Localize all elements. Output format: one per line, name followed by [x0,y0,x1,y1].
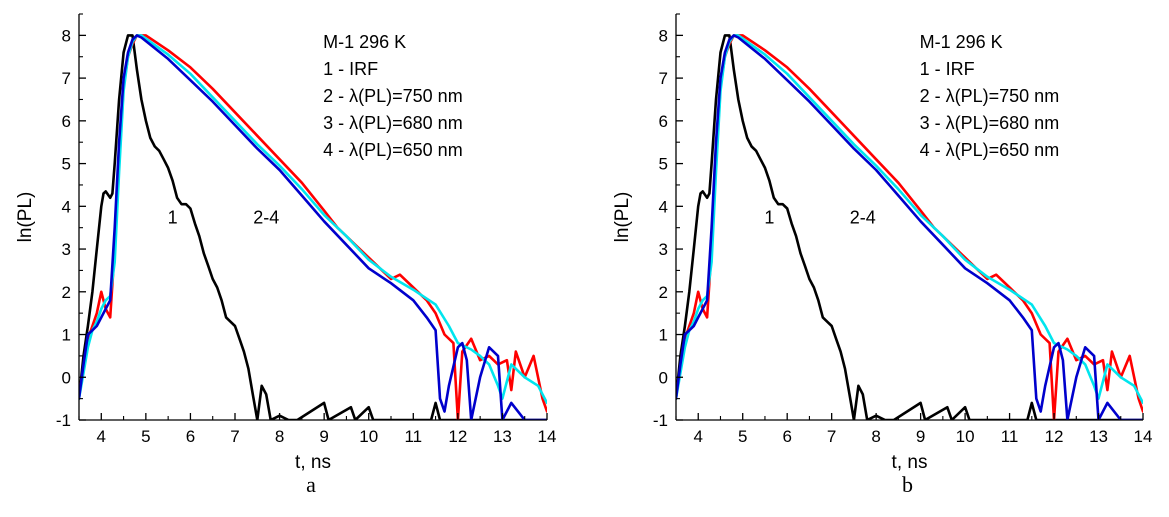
curve-annotation: 1 [764,207,774,227]
y-tick-label: 1 [62,326,71,345]
legend-entry: 1 - IRF [323,59,378,79]
x-tick-label: 13 [1089,427,1108,446]
y-tick-label: 3 [62,240,71,259]
y-tick-label: 8 [62,26,71,45]
y-tick-label: -1 [56,411,71,430]
x-tick-label: 13 [493,427,512,446]
y-tick-label: 4 [659,197,668,216]
legend-entry: M-1 296 K [323,32,406,52]
y-axis-title: ln(PL) [612,192,633,243]
panel-letter: a [306,472,316,497]
y-tick-label: 5 [659,155,668,174]
legend-entry: 4 - λ(PL)=650 nm [920,140,1060,160]
legend-entry: M-1 296 K [920,32,1003,52]
series-line-2 [676,34,1143,420]
series-line-2 [79,34,547,420]
y-tick-label: 7 [659,69,668,88]
x-tick-label: 12 [1045,427,1064,446]
y-tick-label: 3 [659,240,668,259]
y-tick-label: 6 [62,112,71,131]
curve-annotation: 1 [168,207,178,227]
y-tick-label: 0 [659,368,668,387]
y-tick-label: 0 [62,368,71,387]
y-tick-label: 2 [62,283,71,302]
legend-entry: 1 - IRF [920,59,975,79]
x-tick-label: 9 [916,427,925,446]
x-tick-label: 4 [97,427,106,446]
y-tick-label: 6 [659,112,668,131]
x-tick-label: 4 [694,427,703,446]
series-line-3 [79,34,547,405]
x-axis-title: t, ns [295,452,331,473]
series-group [676,34,1143,420]
x-tick-label: 12 [448,427,467,446]
legend-entry: 3 - λ(PL)=680 nm [323,113,463,133]
x-tick-label: 10 [359,427,378,446]
x-tick-label: 5 [141,427,150,446]
legend-entry: 2 - λ(PL)=750 nm [920,86,1060,106]
x-tick-label: 6 [186,427,195,446]
x-tick-label: 11 [404,427,422,446]
y-tick-label: 8 [659,26,668,45]
x-tick-label: 9 [319,427,328,446]
y-axis-title: ln(PL) [15,192,36,243]
x-tick-label: 6 [782,427,791,446]
curve-annotation: 2-4 [850,207,876,227]
x-axis-title: t, ns [892,452,928,473]
x-tick-label: 7 [827,427,836,446]
y-tick-label: 7 [62,69,71,88]
series-line-3 [676,34,1143,405]
x-tick-label: 14 [1134,427,1153,446]
legend-entry: 4 - λ(PL)=650 nm [323,140,463,160]
y-tick-label: 2 [659,283,668,302]
y-tick-label: 4 [62,197,71,216]
x-tick-label: 7 [230,427,239,446]
x-tick-label: 10 [956,427,975,446]
legend-entry: 3 - λ(PL)=680 nm [920,113,1060,133]
x-tick-label: 11 [1001,427,1019,446]
x-tick-label: 8 [871,427,880,446]
legend-entry: 2 - λ(PL)=750 nm [323,86,463,106]
x-tick-label: 8 [275,427,284,446]
series-line-1 [676,34,1143,420]
x-tick-label: 14 [538,427,557,446]
series-line-4 [79,34,547,420]
y-tick-label: 1 [659,326,668,345]
series-line-1 [79,34,547,420]
panel-letter: b [902,472,913,497]
curve-annotation: 2-4 [253,207,279,227]
series-group [79,34,547,420]
y-tick-label: 5 [62,155,71,174]
series-line-4 [676,34,1143,420]
x-tick-label: 5 [738,427,747,446]
y-tick-label: -1 [653,411,668,430]
